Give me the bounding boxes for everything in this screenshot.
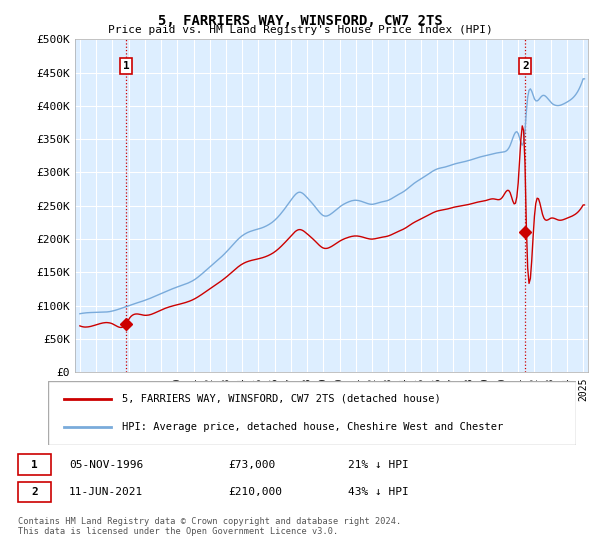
Text: 05-NOV-1996: 05-NOV-1996 — [69, 460, 143, 470]
Text: 2: 2 — [31, 487, 38, 497]
FancyBboxPatch shape — [18, 482, 51, 502]
FancyBboxPatch shape — [48, 381, 576, 445]
Text: 5, FARRIERS WAY, WINSFORD, CW7 2TS: 5, FARRIERS WAY, WINSFORD, CW7 2TS — [158, 14, 442, 28]
Text: 1: 1 — [31, 460, 38, 470]
Text: £73,000: £73,000 — [228, 460, 275, 470]
Text: Contains HM Land Registry data © Crown copyright and database right 2024.
This d: Contains HM Land Registry data © Crown c… — [18, 517, 401, 536]
Text: 5, FARRIERS WAY, WINSFORD, CW7 2TS (detached house): 5, FARRIERS WAY, WINSFORD, CW7 2TS (deta… — [122, 394, 440, 404]
Text: 21% ↓ HPI: 21% ↓ HPI — [348, 460, 409, 470]
Text: HPI: Average price, detached house, Cheshire West and Chester: HPI: Average price, detached house, Ches… — [122, 422, 503, 432]
Text: £210,000: £210,000 — [228, 487, 282, 497]
Text: 11-JUN-2021: 11-JUN-2021 — [69, 487, 143, 497]
Text: 43% ↓ HPI: 43% ↓ HPI — [348, 487, 409, 497]
FancyBboxPatch shape — [18, 455, 51, 475]
Text: 2: 2 — [522, 61, 529, 71]
Text: Price paid vs. HM Land Registry's House Price Index (HPI): Price paid vs. HM Land Registry's House … — [107, 25, 493, 35]
Text: 1: 1 — [123, 61, 130, 71]
